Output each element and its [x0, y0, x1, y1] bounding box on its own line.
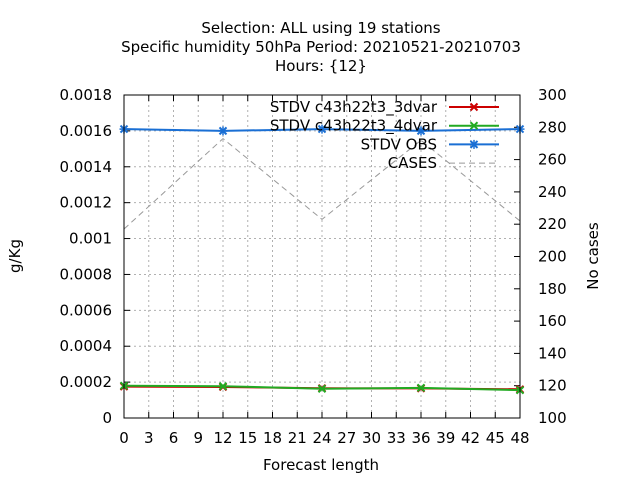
y2-tick-label: 240 [538, 183, 567, 201]
x-tick-label: 48 [510, 429, 529, 447]
y-tick-label: 0.0016 [60, 122, 113, 140]
legend-label: STDV c43h22t3_3dvar [270, 98, 438, 117]
legend-item: STDV c43h22t3_4dvar [270, 117, 499, 136]
legend-marker [469, 121, 479, 130]
series-point [416, 383, 426, 393]
y2-tick-label: 100 [538, 409, 567, 427]
legend-label: STDV OBS [361, 135, 437, 153]
series-point [416, 126, 426, 136]
y2-tick-label: 180 [538, 280, 567, 298]
series-point [317, 384, 327, 393]
series-layer [119, 124, 525, 395]
series-point [218, 126, 228, 136]
x-tick-label: 33 [387, 429, 406, 447]
y2-tick-label: 200 [538, 248, 567, 266]
x-tick-labels: 0 3 6 9 12 15 18 21 24 27 30 33 36 39 42 45 48 [119, 429, 529, 447]
y2-axis-label: No cases [584, 222, 602, 290]
x-tick-label: 27 [337, 429, 356, 447]
legend-item: CASES [388, 154, 499, 172]
x-tick-label: 12 [213, 429, 232, 447]
x-tick-label: 9 [193, 429, 203, 447]
x-tick-label: 24 [312, 429, 331, 447]
y2-tick-label: 300 [538, 86, 567, 104]
y-tick-label: 0.0004 [60, 337, 113, 355]
x-tick-label: 3 [144, 429, 154, 447]
y2-tick-label: 140 [538, 344, 567, 362]
legend-marker [469, 102, 479, 112]
x-tick-label: 15 [238, 429, 257, 447]
x-axis-label: Forecast length [263, 456, 379, 474]
series-4 [123, 137, 521, 230]
legend-item: STDV OBS [361, 135, 499, 153]
y2-tick-label: 220 [538, 215, 567, 233]
y2-tick-label: 280 [538, 118, 567, 136]
y-tick-label: 0.0014 [60, 158, 113, 176]
y-tick-label: 0.0006 [60, 301, 113, 319]
y-axis-label: g/Kg [6, 239, 24, 273]
y-tick-label: 0.0018 [60, 86, 113, 104]
y-tick-label: 0.0002 [60, 373, 113, 391]
y-tick-label: 0.0008 [60, 265, 113, 283]
x-tick-label: 6 [169, 429, 179, 447]
x-tick-label: 18 [263, 429, 282, 447]
x-tick-label: 30 [362, 429, 381, 447]
y-tick-label: 0 [102, 409, 112, 427]
legend-label: STDV c43h22t3_4dvar [270, 117, 438, 136]
x-tick-label: 42 [461, 429, 480, 447]
series-point [218, 382, 228, 391]
plot-border [123, 94, 521, 419]
series-point [317, 124, 327, 134]
y-tick-labels: 0 0.0002 0.0004 0.0006 0.0008 0.001 0.0012 0.00… [60, 86, 113, 427]
series-line [123, 137, 521, 230]
y-tick-label: 0.0012 [60, 194, 113, 212]
x-tick-label: 0 [119, 429, 129, 447]
y2-tick-label: 160 [538, 312, 567, 330]
y2-tick-label: 120 [538, 377, 567, 395]
chart-title-line-3: Hours: {12} [275, 57, 367, 75]
x-tick-label: 39 [436, 429, 455, 447]
x-tick-label: 45 [486, 429, 505, 447]
chart-title-line-2: Specific humidity 50hPa Period: 20210521… [121, 38, 521, 56]
y2-tick-labels: 100 120 140 160 180 200 220 240 260 280 300 [538, 86, 567, 427]
chart-title-line-1: Selection: ALL using 19 stations [201, 19, 440, 37]
y-tick-label: 0.001 [69, 230, 112, 248]
legend-label: CASES [388, 154, 437, 172]
x-tick-label: 21 [288, 429, 307, 447]
x-tick-label: 36 [411, 429, 430, 447]
legend-item: STDV c43h22t3_3dvar [270, 98, 499, 117]
y2-tick-label: 260 [538, 151, 567, 169]
legend-marker [469, 139, 479, 149]
